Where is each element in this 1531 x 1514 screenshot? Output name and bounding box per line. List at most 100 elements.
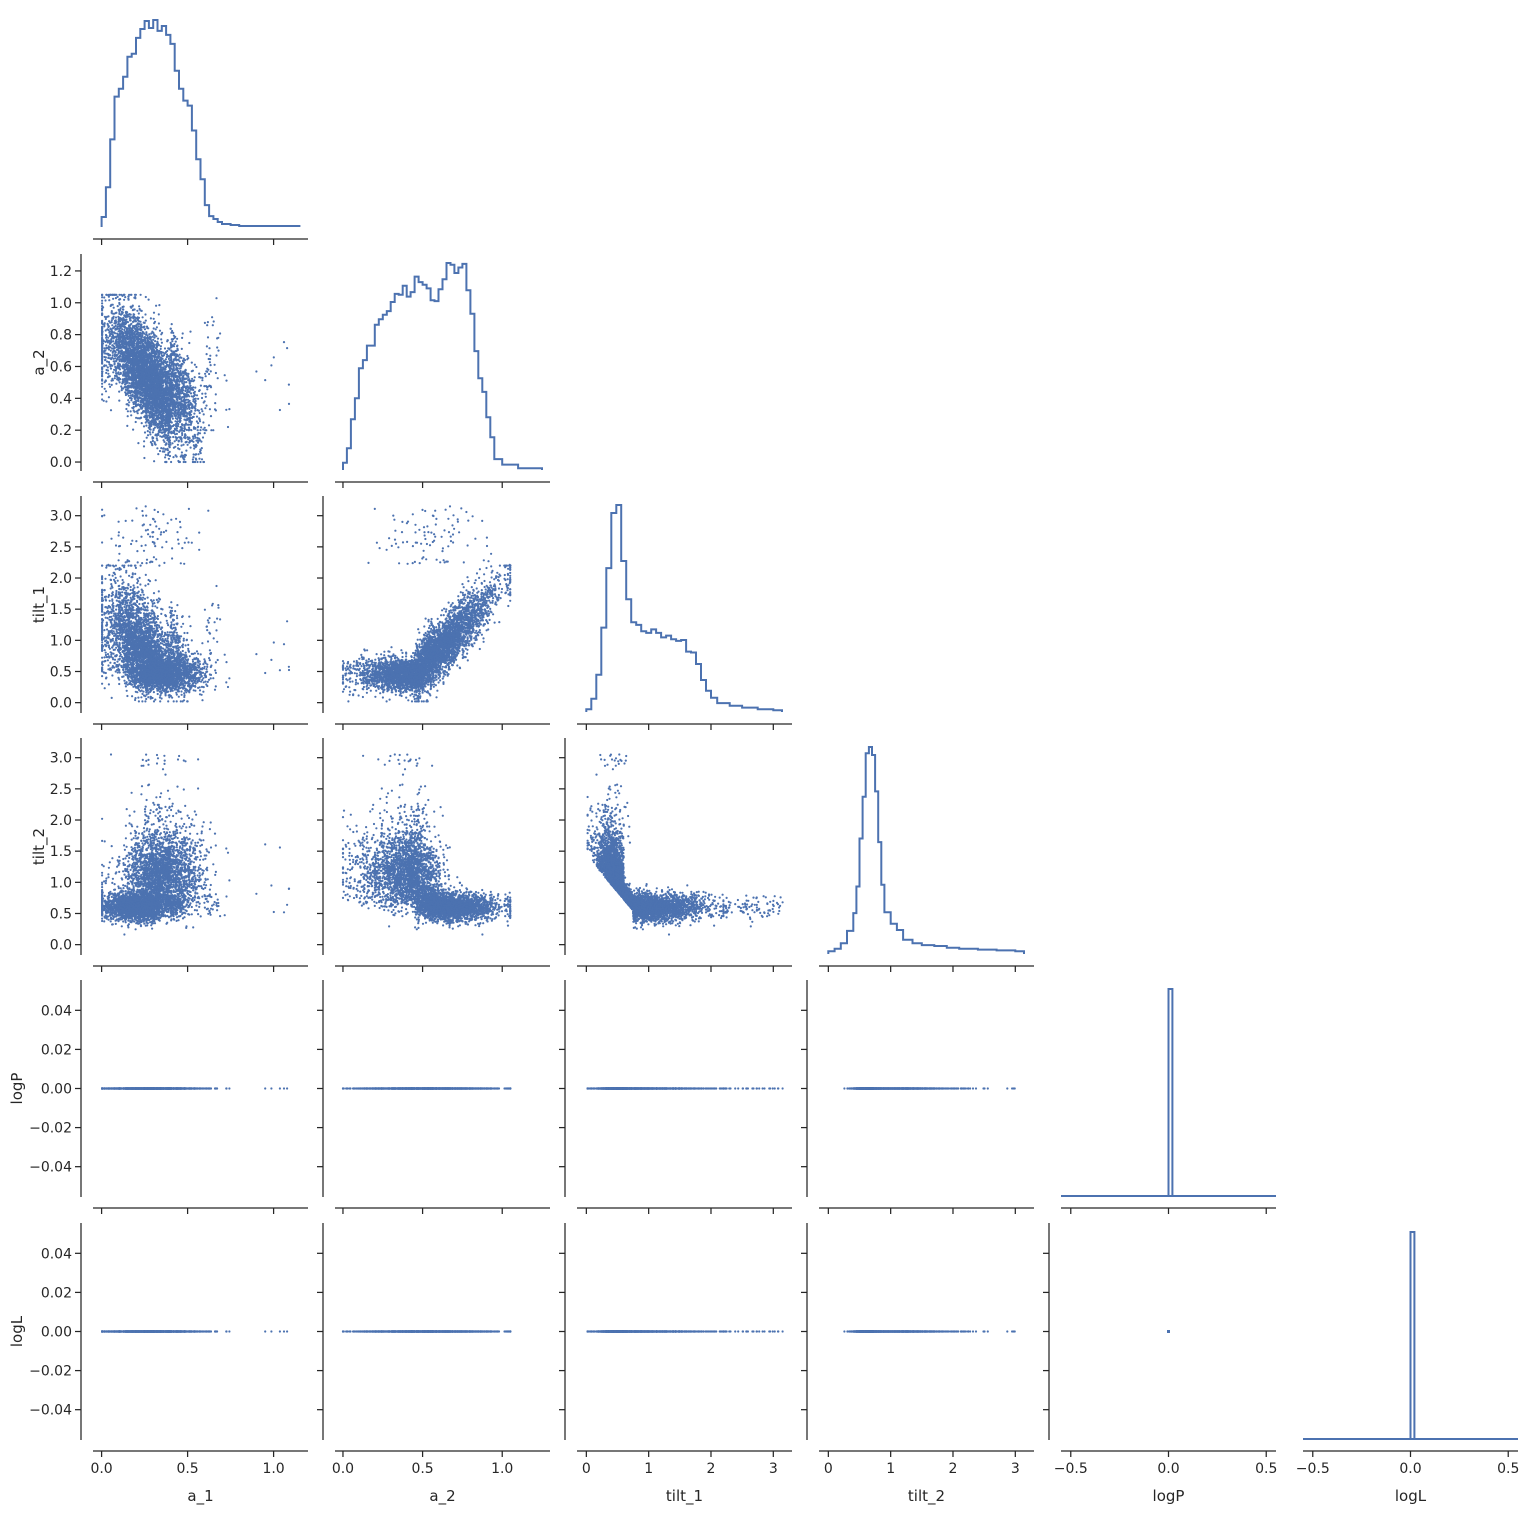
scatter-point xyxy=(152,440,154,442)
scatter-point xyxy=(206,368,208,370)
scatter-point xyxy=(103,350,105,352)
scatter-point xyxy=(127,410,129,412)
scatter-point xyxy=(101,350,103,352)
scatter-point xyxy=(181,434,183,436)
scatter-point xyxy=(210,429,212,431)
scatter-point xyxy=(186,355,188,357)
scatter-point xyxy=(192,461,194,463)
scatter-point xyxy=(224,374,226,376)
scatter-point xyxy=(103,400,105,402)
scatter-point xyxy=(118,311,120,313)
scatter-point xyxy=(130,397,132,399)
scatter-point xyxy=(288,384,290,386)
scatter-point xyxy=(155,305,157,307)
scatter-point xyxy=(172,418,174,420)
histogram-a_1 xyxy=(102,20,300,227)
scatter-point xyxy=(169,442,171,444)
scatter-point xyxy=(180,444,182,446)
scatter-point xyxy=(181,348,183,350)
scatter-point xyxy=(172,436,174,438)
scatter-point xyxy=(126,425,128,427)
scatter-point xyxy=(196,416,198,418)
scatter-point xyxy=(143,326,145,328)
scatter-point xyxy=(149,433,151,435)
scatter-point xyxy=(180,436,182,438)
scatter-point xyxy=(112,340,114,342)
histogram-a_2 xyxy=(343,263,542,470)
scatter-point xyxy=(128,395,130,397)
scatter-point xyxy=(205,405,207,407)
scatter-point xyxy=(168,358,170,360)
scatter-point xyxy=(197,453,199,455)
scatter-point xyxy=(127,415,129,417)
scatter-point xyxy=(170,461,172,463)
scatter-point xyxy=(145,296,147,298)
scatter-point xyxy=(115,319,117,321)
scatter-point xyxy=(127,399,129,401)
scatter-point xyxy=(108,363,110,365)
scatter-point xyxy=(158,304,160,306)
scatter-point xyxy=(114,377,116,379)
scatter-panel-a_2-vs-a_1 xyxy=(101,294,290,463)
scatter-point xyxy=(189,437,191,439)
scatter-point xyxy=(153,322,155,324)
scatter-point xyxy=(143,440,145,442)
scatter-point xyxy=(171,340,173,342)
scatter-point xyxy=(215,354,217,356)
scatter-point xyxy=(123,299,125,301)
scatter-point xyxy=(204,393,206,395)
scatter-point xyxy=(198,458,200,460)
scatter-point xyxy=(130,414,132,416)
scatter-point xyxy=(204,400,206,402)
scatter-point xyxy=(152,431,154,433)
scatter-point xyxy=(110,350,112,352)
scatter-point xyxy=(203,413,205,415)
scatter-point xyxy=(113,307,115,309)
scatter-point xyxy=(157,453,159,455)
scatter-point xyxy=(199,461,201,463)
scatter-point xyxy=(101,386,103,388)
scatter-point xyxy=(189,331,191,333)
scatter-point xyxy=(141,422,143,424)
scatter-point xyxy=(204,322,206,324)
scatter-point xyxy=(165,358,167,360)
scatter-point xyxy=(196,461,198,463)
scatter-point xyxy=(109,386,111,388)
scatter-point xyxy=(129,319,131,321)
scatter-point xyxy=(186,436,188,438)
scatter-point xyxy=(128,401,130,403)
scatter-point xyxy=(158,313,160,315)
scatter-point xyxy=(202,428,204,430)
scatter-point xyxy=(210,415,212,417)
scatter-point xyxy=(214,364,216,366)
scatter-point xyxy=(191,362,193,364)
scatter-point xyxy=(164,365,166,367)
scatter-point xyxy=(174,440,176,442)
scatter-point xyxy=(206,345,208,347)
scatter-point xyxy=(197,398,199,400)
histogram-logP xyxy=(1169,989,1173,1196)
scatter-point xyxy=(153,327,155,329)
scatter-point xyxy=(205,429,207,431)
scatter-point xyxy=(177,444,179,446)
scatter-point xyxy=(138,312,140,314)
scatter-point xyxy=(167,449,169,451)
scatter-point xyxy=(104,316,106,318)
scatter-point xyxy=(117,326,119,328)
scatter-point xyxy=(145,331,147,333)
scatter-point xyxy=(165,454,167,456)
scatter-point xyxy=(111,384,113,386)
scatter-point xyxy=(108,294,110,296)
scatter-point xyxy=(264,379,266,381)
scatter-point xyxy=(219,332,221,334)
scatter-point xyxy=(115,316,117,318)
scatter-point xyxy=(104,388,106,390)
scatter-point xyxy=(160,447,162,449)
scatter-point xyxy=(183,374,185,376)
scatter-point xyxy=(201,458,203,460)
scatter-point xyxy=(286,347,288,349)
scatter-point xyxy=(116,346,118,348)
scatter-point xyxy=(137,442,139,444)
scatter-point xyxy=(145,421,147,423)
scatter-point xyxy=(107,373,109,375)
